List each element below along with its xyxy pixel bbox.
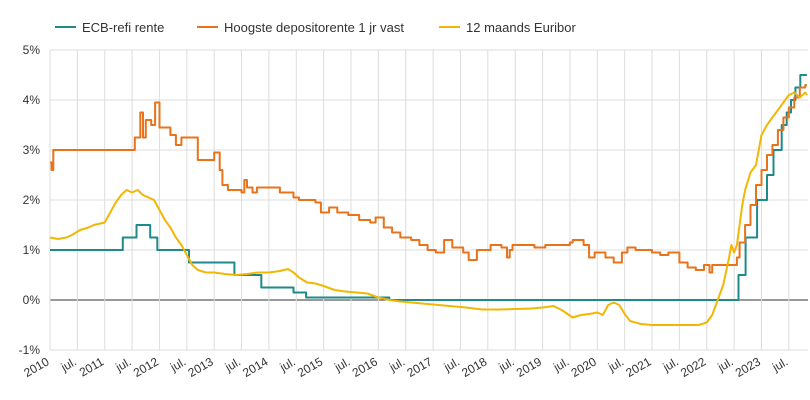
x-tick-label: 2021 — [623, 354, 653, 380]
x-tick-label: jul. — [660, 354, 681, 374]
series-line-2 — [49, 91, 808, 326]
x-tick-label: 2012 — [131, 354, 161, 380]
x-tick-label: jul. — [441, 354, 462, 374]
x-tick-label: 2013 — [186, 354, 216, 380]
x-axis-ticks: 2010 jul.2011 jul.2012 jul.2013 jul.2014 jul.… — [21, 354, 790, 380]
y-tick-label: 5% — [23, 43, 41, 57]
series-line-0 — [50, 74, 807, 301]
legend-label: ECB-refi rente — [82, 20, 164, 35]
y-tick-label: 0% — [23, 293, 41, 307]
x-tick-label: jul. — [605, 354, 626, 374]
legend-label: Hoogste depositorente 1 jr vast — [224, 20, 404, 35]
x-tick-label: 2018 — [459, 354, 489, 380]
x-tick-label: jul. — [769, 354, 790, 374]
x-tick-label: jul. — [222, 354, 243, 374]
series-line-1 — [50, 84, 807, 274]
x-tick-label: 2011 — [77, 354, 107, 379]
x-tick-label: 2010 — [21, 354, 51, 380]
x-tick-label: 2020 — [569, 354, 599, 380]
x-tick-label: jul. — [550, 354, 571, 374]
x-tick-label: jul. — [112, 354, 133, 374]
y-tick-label: 4% — [23, 93, 41, 107]
x-tick-label: jul. — [386, 354, 407, 374]
x-tick-label: jul. — [58, 354, 79, 374]
y-axis-ticks: -1% 0% 1% 2% 3% 4% 5% — [19, 43, 41, 357]
x-tick-label: jul. — [714, 354, 735, 374]
series-lines — [49, 74, 808, 326]
y-tick-label: 1% — [23, 243, 41, 257]
y-tick-label: -1% — [19, 343, 41, 357]
y-tick-label: 2% — [23, 193, 41, 207]
x-tick-label: 2017 — [404, 354, 434, 380]
legend-label: 12 maands Euribor — [466, 20, 577, 35]
x-tick-label: 2019 — [514, 354, 544, 380]
x-tick-label: 2014 — [240, 354, 270, 380]
x-tick-label: 2016 — [350, 354, 380, 380]
x-tick-label: 2023 — [733, 354, 763, 380]
x-tick-label: 2015 — [295, 354, 325, 380]
legend: ECB-refi rente Hoogste depositorente 1 jr… — [55, 20, 577, 35]
x-tick-label: jul. — [167, 354, 188, 374]
x-tick-label: jul. — [331, 354, 352, 374]
x-tick-label: 2022 — [678, 354, 708, 380]
x-tick-label: jul. — [277, 354, 298, 374]
x-tick-label: jul. — [496, 354, 517, 374]
y-tick-label: 3% — [23, 143, 41, 157]
